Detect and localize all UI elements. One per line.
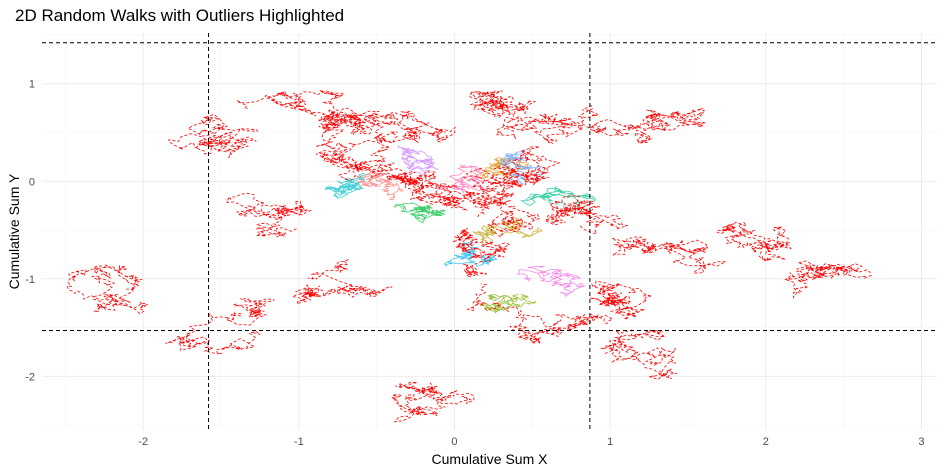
outlier-walk-line [391, 381, 475, 423]
x-tick-label: 2 [763, 436, 769, 448]
outlier-walk-line [291, 258, 393, 306]
x-tick-label: 1 [607, 436, 613, 448]
y-axis-label: Cumulative Sum Y [6, 173, 22, 289]
outlier-walk-line [600, 329, 677, 381]
outlier-walk-line [350, 111, 456, 144]
x-tick-label: 0 [451, 436, 457, 448]
outlier-walk-line [611, 236, 726, 274]
outlier-walk-line [357, 162, 468, 211]
y-tick-label: 1 [29, 79, 35, 91]
reference-lines [42, 33, 937, 430]
outlier-walk-line [588, 108, 706, 144]
x-tick-label: -1 [294, 436, 304, 448]
outlier-walk-line [165, 298, 275, 355]
random-walk-paths [66, 89, 872, 423]
y-tick-label: 0 [29, 176, 35, 188]
y-tick-label: -2 [25, 371, 35, 383]
outlier-walk-line [468, 90, 537, 118]
walk-line [393, 202, 447, 224]
outlier-walk-line [494, 146, 561, 189]
walk-line [354, 170, 405, 201]
walk-line [324, 172, 366, 199]
outlier-walk-line [168, 113, 259, 159]
walk-line [479, 293, 537, 314]
outlier-walk-line [494, 105, 607, 144]
outlier-walk-line [315, 107, 395, 153]
chart-title: 2D Random Walks with Outliers Highlighte… [15, 6, 345, 25]
outlier-walk-line [716, 221, 792, 263]
tick-labels: -2 -1 0 1 2 3 -2 -1 0 1 [25, 79, 924, 448]
outlier-walk-line [466, 283, 614, 345]
walk-line [516, 265, 586, 297]
walk-line [472, 217, 544, 246]
outlier-walk-line [589, 280, 653, 320]
outlier-walk-line [463, 191, 540, 239]
outlier-walk-line [66, 263, 149, 315]
y-tick-label: -1 [25, 274, 35, 286]
outlier-walk-line [226, 192, 313, 238]
outlier-walk-line [543, 195, 629, 235]
walk-line [520, 185, 596, 211]
outlier-walk-line [452, 228, 511, 278]
walk-line [435, 164, 485, 193]
x-axis-label: Cumulative Sum X [432, 451, 549, 467]
outlier-walk-line [235, 89, 379, 129]
walk-line [397, 144, 439, 175]
outlier-walk-line [315, 139, 415, 185]
x-tick-label: -2 [138, 436, 148, 448]
outlier-walk-line [784, 260, 872, 299]
walk-line [443, 240, 498, 268]
x-tick-label: 3 [918, 436, 924, 448]
